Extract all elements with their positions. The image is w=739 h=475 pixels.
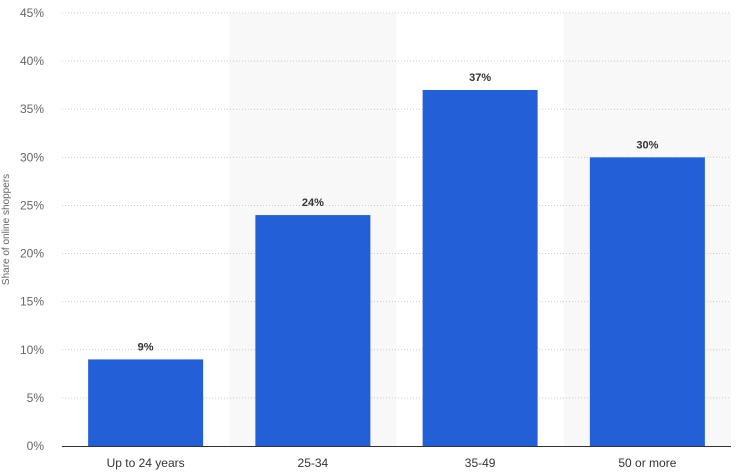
y-tick-label: 30% xyxy=(20,150,44,164)
y-tick-label: 5% xyxy=(27,391,45,405)
y-tick-label: 45% xyxy=(20,6,44,20)
y-axis-ticks: 0% 5% 10% 15% 20% 25% 30% 35% 40% 45% xyxy=(20,6,44,453)
data-label: 9% xyxy=(138,341,154,353)
y-tick-label: 25% xyxy=(20,198,44,212)
x-axis-labels: Up to 24 years 25-34 35-49 50 or more xyxy=(107,456,677,470)
y-tick-label: 0% xyxy=(27,439,45,453)
x-tick-label: Up to 24 years xyxy=(107,456,185,470)
y-tick-label: 20% xyxy=(20,247,44,261)
data-label: 30% xyxy=(636,139,658,151)
bar[interactable] xyxy=(88,359,204,446)
y-tick-label: 10% xyxy=(20,343,44,357)
bar[interactable] xyxy=(422,89,538,446)
data-label: 24% xyxy=(302,197,324,209)
bars xyxy=(88,89,705,447)
y-axis-title: Share of online shoppers xyxy=(1,174,12,285)
y-tick-label: 40% xyxy=(20,54,44,68)
bar[interactable] xyxy=(589,157,705,447)
x-tick-label: 25-34 xyxy=(298,456,329,470)
data-labels: 9% 24% 37% 30% xyxy=(138,72,659,353)
x-tick-label: 50 or more xyxy=(618,456,676,470)
data-label: 37% xyxy=(469,72,491,84)
bar[interactable] xyxy=(255,215,371,446)
y-tick-label: 35% xyxy=(20,102,44,116)
y-tick-label: 15% xyxy=(20,295,44,309)
x-tick-label: 35-49 xyxy=(465,456,496,470)
